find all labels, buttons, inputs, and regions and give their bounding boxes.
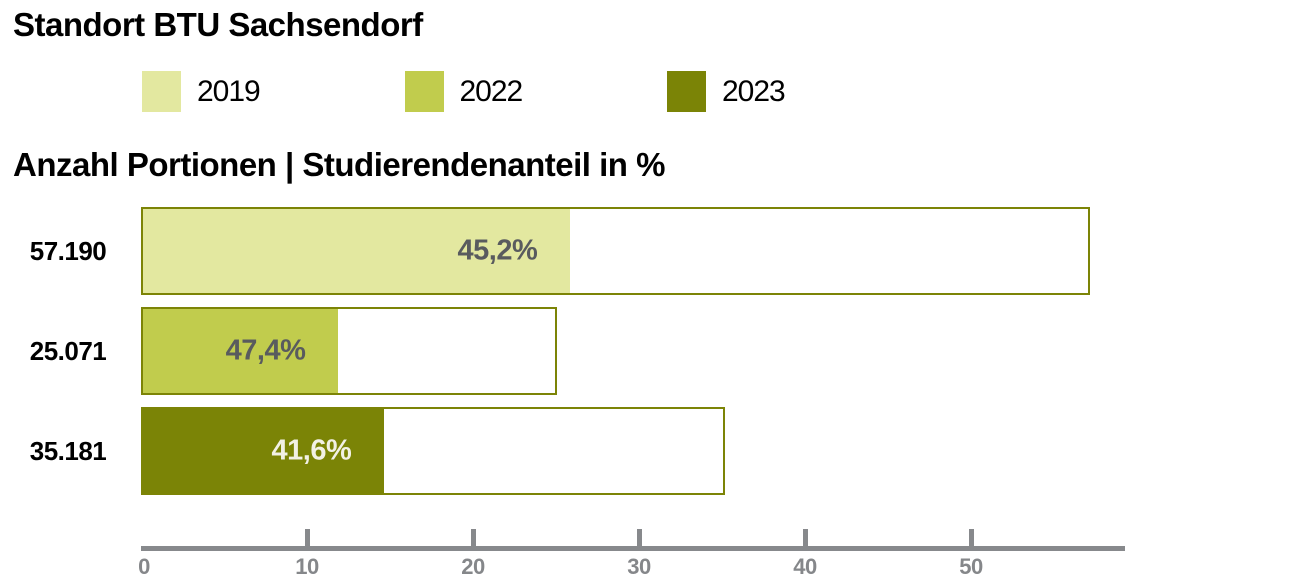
axis-tick [470,529,476,546]
axis-tick [802,529,808,546]
axis-tick-label: 10 [295,554,319,579]
bar-total: 47,4% [141,307,558,395]
legend-item: 2023 [667,70,867,114]
bar-pct-label: 41,6% [271,434,352,467]
bar-fill: 45,2% [143,209,571,293]
bar-total: 45,2% [141,207,1091,295]
legend-item: 2019 [142,70,342,114]
axis-tick-label: 30 [627,554,651,579]
axis-tick-label: 0 [138,554,150,579]
bar-pct-label: 45,2% [457,234,538,267]
legend-swatch [667,71,706,112]
legend-label: 2023 [722,75,786,108]
legend-label: 2022 [459,75,524,108]
legend-label: 2019 [197,75,261,108]
axis-tick-label: 50 [959,554,983,579]
legend-swatch [404,71,444,112]
bar-total: 41,6% [141,407,725,495]
legend: 2019 2022 2023 [0,70,1300,114]
axis-tick [304,529,310,546]
bar-fill: 47,4% [143,309,339,393]
axis-tick-label: 40 [793,554,817,579]
chart-subtitle: Anzahl Portionen | Studierendenanteil in… [13,146,665,183]
row-value-label: 25.071 [29,336,107,366]
axis-tick [636,529,642,546]
row-value-label: 35.181 [29,436,107,466]
bar-fill: 41,6% [143,409,385,493]
axis-tick-label: 20 [461,554,485,579]
bar-pct-label: 47,4% [225,334,306,367]
row-value-label: 57.190 [29,236,107,266]
chart-title: Standort BTU Sachsendorf [13,6,423,43]
axis-line [141,546,1126,551]
axis-tick [968,529,974,546]
legend-swatch [142,71,181,112]
legend-item: 2022 [404,70,605,114]
